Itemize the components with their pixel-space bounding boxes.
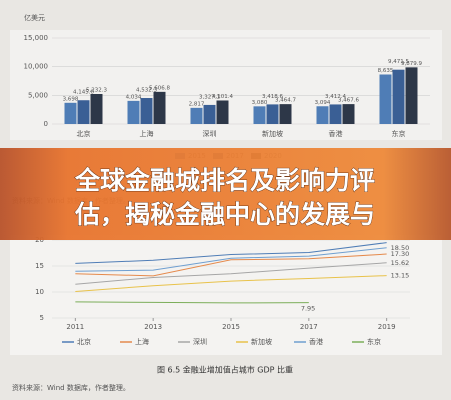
y-tick-label: 15,000 — [24, 34, 49, 42]
x-tick-label: 2015 — [222, 323, 240, 331]
x-tick-label: 东京 — [392, 129, 406, 138]
line-value-label: 7.95 — [301, 305, 315, 313]
bar-value-label: 5,232.3 — [86, 88, 107, 94]
x-tick-label: 上海 — [140, 129, 154, 138]
legend-label: 上海 — [135, 337, 149, 346]
y-tick-label: 0 — [44, 120, 48, 128]
y-tick-label: 10 — [35, 288, 44, 296]
source-note: 资料来源：Wind 数据库，作者整理。 — [12, 383, 130, 392]
bar-value-label: 9,879.9 — [401, 61, 422, 67]
bar — [153, 91, 166, 124]
bar-value-label: 9,471.5 — [388, 59, 409, 65]
legend-label: 东京 — [367, 337, 381, 346]
y-tick-label: 5,000 — [28, 91, 48, 99]
line — [75, 253, 387, 277]
line — [75, 262, 387, 285]
figure-caption: 图 6.5 金融业增加值占城市 GDP 比重 — [157, 365, 293, 375]
bar — [342, 104, 355, 124]
bar-value-label: 3,080 — [252, 100, 268, 106]
banner — [0, 148, 451, 240]
bar — [203, 104, 216, 124]
bar-value-label: 3,412.4 — [325, 94, 346, 100]
bar — [140, 98, 153, 124]
bar — [279, 104, 292, 124]
x-tick-label: 北京 — [77, 129, 91, 138]
bar-value-label: 2,817 — [189, 101, 205, 107]
bar-value-label: 3,418.6 — [262, 94, 283, 100]
bar — [266, 104, 279, 124]
y-tick-label: 15 — [35, 262, 44, 270]
line-value-label: 17.30 — [391, 250, 410, 258]
bar-value-label: 3,094 — [315, 100, 331, 106]
line-value-label: 15.62 — [391, 259, 410, 267]
bar-value-label: 4,532.3 — [136, 88, 157, 94]
x-tick-label: 2011 — [66, 323, 84, 331]
line — [75, 247, 387, 272]
banner-title: 估，揭秘金融中心的发展与 — [74, 200, 375, 229]
line-value-label: 13.15 — [391, 272, 410, 280]
bar-value-label: 3,327.1 — [199, 94, 220, 100]
bar-value-label: 3,464.7 — [275, 98, 296, 104]
x-tick-label: 深圳 — [203, 129, 217, 138]
x-tick-label: 2013 — [144, 323, 162, 331]
bottom-chart-panel — [10, 235, 442, 355]
bar-value-label: 5,606.8 — [149, 85, 170, 91]
bar — [405, 67, 418, 124]
bar-value-label: 4,101.4 — [212, 94, 233, 100]
bar — [190, 107, 203, 124]
bar-value-label: 3,467.6 — [338, 98, 359, 104]
banner-title: 全球金融城排名及影响力评 — [74, 166, 375, 195]
x-tick-label: 2019 — [378, 323, 396, 331]
legend-label: 新加坡 — [251, 337, 272, 346]
bar — [77, 100, 90, 124]
y-tick-label: 5 — [40, 314, 44, 322]
bar — [316, 106, 329, 124]
bar-value-label: 4,034 — [126, 94, 142, 100]
legend-label: 深圳 — [193, 337, 207, 346]
bar — [379, 74, 392, 124]
x-tick-label: 2017 — [300, 323, 318, 331]
bar — [127, 100, 140, 124]
legend-label: 北京 — [77, 337, 91, 346]
line — [75, 301, 309, 304]
y-axis-unit: 亿美元 — [24, 13, 45, 22]
y-tick-label: 10,000 — [24, 63, 49, 71]
x-tick-label: 香港 — [329, 129, 343, 138]
bar-value-label: 3,698 — [63, 96, 79, 102]
x-tick-label: 新加坡 — [262, 129, 283, 138]
bar — [253, 106, 266, 124]
line — [75, 242, 387, 264]
bar-value-label: 8,635 — [378, 68, 394, 74]
bar — [329, 104, 342, 124]
bar — [216, 100, 229, 124]
bar — [64, 102, 77, 124]
bar-value-label: 4,145.0 — [73, 90, 94, 96]
bar — [90, 94, 103, 124]
line — [75, 275, 387, 292]
bar — [392, 69, 405, 124]
line-value-label: 18.50 — [391, 244, 410, 252]
legend-label: 香港 — [309, 337, 323, 346]
